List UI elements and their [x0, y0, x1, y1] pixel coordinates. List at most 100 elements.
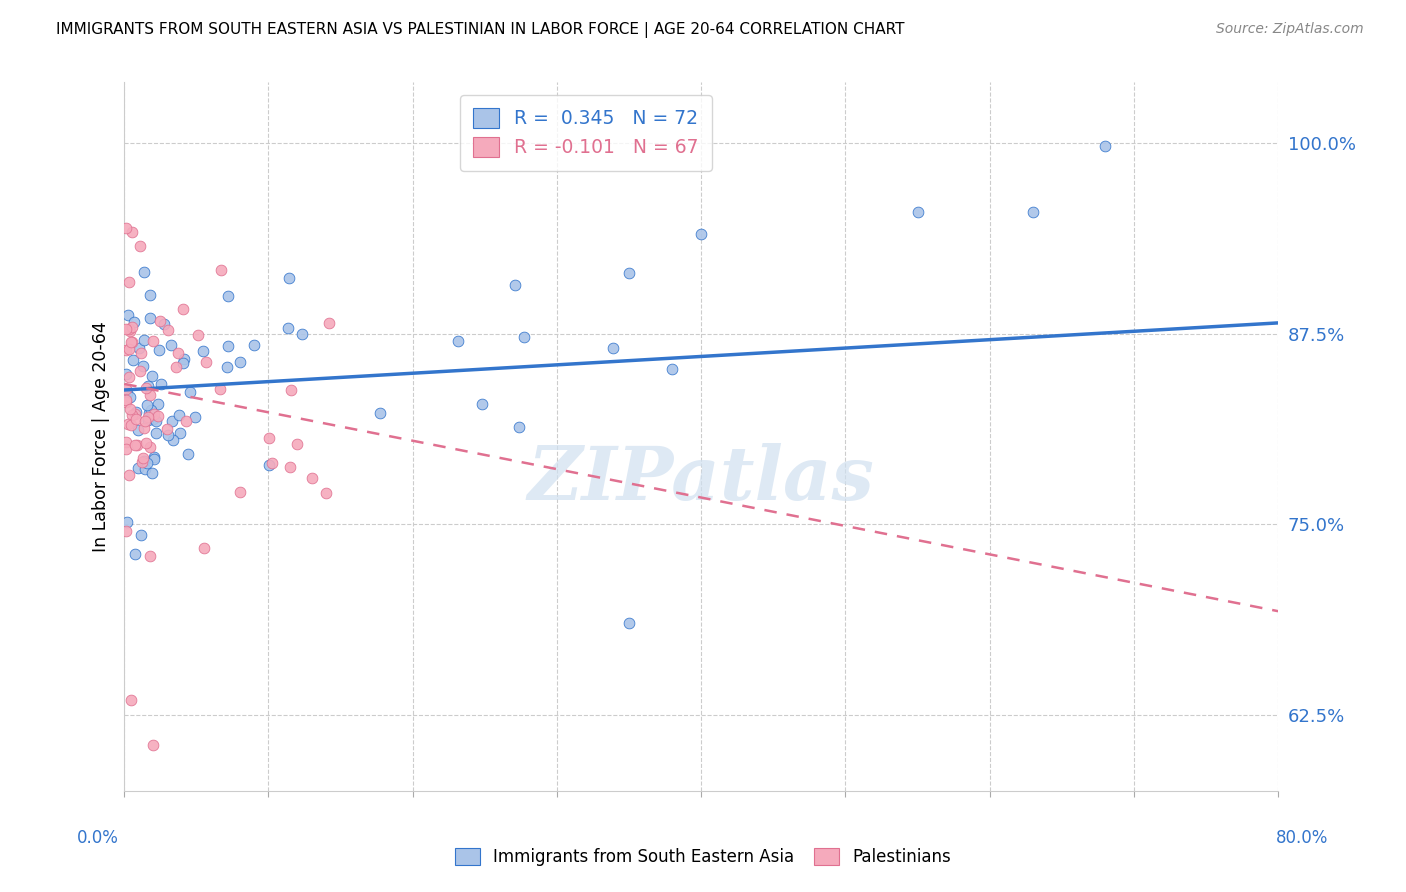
Point — [114, 392, 136, 407]
Point — [145, 426, 167, 441]
Point — [117, 417, 139, 431]
Text: ZIPatlas: ZIPatlas — [527, 442, 875, 516]
Point — [142, 412, 165, 426]
Point — [159, 338, 181, 352]
Point — [278, 271, 301, 285]
Point — [446, 334, 468, 348]
Point — [162, 433, 184, 447]
Point — [262, 456, 284, 470]
Point — [124, 412, 146, 426]
Point — [278, 459, 301, 474]
Point — [318, 316, 340, 330]
Point — [208, 382, 231, 396]
Point — [209, 262, 232, 277]
Point — [118, 322, 141, 336]
Point — [145, 413, 167, 427]
Point — [135, 436, 157, 450]
Point — [1022, 204, 1045, 219]
Point — [134, 462, 156, 476]
Point — [114, 343, 136, 357]
Point — [124, 437, 146, 451]
Point — [114, 442, 136, 457]
Point — [118, 468, 141, 483]
Point — [148, 343, 170, 357]
Point — [215, 360, 238, 375]
Point — [156, 323, 179, 337]
Point — [280, 383, 302, 397]
Point — [117, 308, 139, 322]
Point — [195, 355, 218, 369]
Point — [176, 447, 198, 461]
Point — [129, 364, 152, 378]
Point — [121, 225, 143, 239]
Point — [136, 413, 159, 427]
Point — [115, 515, 138, 529]
Text: Source: ZipAtlas.com: Source: ZipAtlas.com — [1216, 22, 1364, 37]
Point — [156, 422, 179, 436]
Text: IMMIGRANTS FROM SOUTH EASTERN ASIA VS PALESTINIAN IN LABOR FORCE | AGE 20-64 COR: IMMIGRANTS FROM SOUTH EASTERN ASIA VS PA… — [56, 22, 904, 38]
Point — [141, 466, 163, 480]
Point — [138, 406, 160, 420]
Point — [503, 277, 526, 292]
Point — [143, 407, 166, 421]
Point — [132, 451, 155, 466]
Point — [172, 301, 194, 316]
Point — [121, 320, 143, 334]
Point — [165, 359, 187, 374]
Point — [114, 524, 136, 538]
Point — [217, 289, 239, 303]
Point — [149, 313, 172, 327]
Point — [228, 485, 250, 500]
Point — [243, 338, 266, 352]
Point — [153, 317, 176, 331]
Point — [134, 454, 156, 468]
Point — [617, 266, 640, 280]
Point — [907, 204, 929, 219]
Point — [132, 334, 155, 348]
Point — [690, 227, 713, 242]
Point — [139, 388, 162, 402]
Point — [139, 549, 162, 563]
Point — [118, 402, 141, 417]
Point — [120, 692, 142, 706]
Point — [471, 397, 494, 411]
Point — [661, 362, 683, 376]
Point — [301, 471, 323, 485]
Point — [368, 406, 391, 420]
Point — [141, 369, 163, 384]
Point — [139, 440, 162, 454]
Point — [229, 354, 252, 368]
Point — [285, 437, 308, 451]
Point — [183, 410, 205, 425]
Point — [139, 311, 162, 326]
Point — [128, 341, 150, 355]
Point — [257, 431, 280, 445]
Point — [136, 398, 159, 412]
Text: 0.0%: 0.0% — [77, 829, 120, 847]
Point — [129, 239, 152, 253]
Point — [173, 351, 195, 366]
Point — [117, 385, 139, 400]
Point — [134, 265, 156, 279]
Point — [124, 547, 146, 561]
Point — [127, 423, 149, 437]
Point — [120, 324, 142, 338]
Point — [156, 428, 179, 442]
Point — [129, 528, 152, 542]
Point — [257, 458, 280, 472]
Y-axis label: In Labor Force | Age 20-64: In Labor Force | Age 20-64 — [93, 321, 110, 552]
Point — [142, 739, 165, 753]
Point — [131, 455, 153, 469]
Point — [315, 486, 337, 500]
Point — [277, 320, 299, 334]
Point — [132, 359, 155, 373]
Text: 80.0%: 80.0% — [1277, 829, 1329, 847]
Point — [139, 288, 162, 302]
Point — [508, 420, 530, 434]
Point — [146, 409, 169, 423]
Point — [617, 616, 640, 631]
Point — [139, 402, 162, 417]
Point — [150, 377, 173, 392]
Point — [120, 390, 142, 404]
Point — [167, 408, 190, 422]
